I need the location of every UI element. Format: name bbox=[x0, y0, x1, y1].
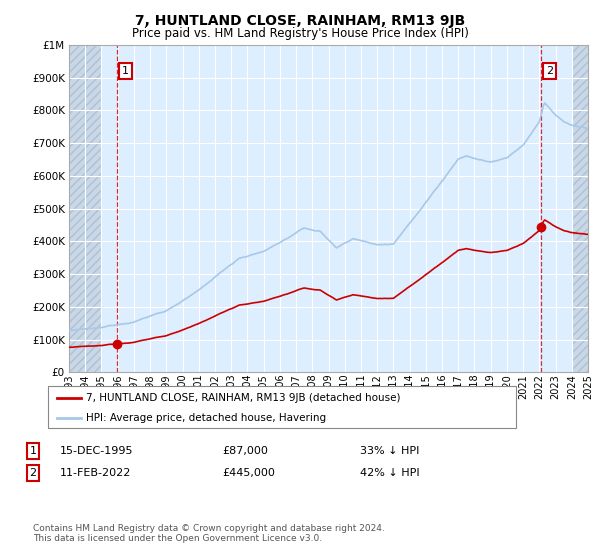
Text: 1: 1 bbox=[29, 446, 37, 456]
Text: 33% ↓ HPI: 33% ↓ HPI bbox=[360, 446, 419, 456]
Text: 7, HUNTLAND CLOSE, RAINHAM, RM13 9JB: 7, HUNTLAND CLOSE, RAINHAM, RM13 9JB bbox=[135, 14, 465, 28]
Text: HPI: Average price, detached house, Havering: HPI: Average price, detached house, Have… bbox=[86, 413, 326, 423]
Text: 15-DEC-1995: 15-DEC-1995 bbox=[60, 446, 133, 456]
Text: Price paid vs. HM Land Registry's House Price Index (HPI): Price paid vs. HM Land Registry's House … bbox=[131, 27, 469, 40]
Text: 2: 2 bbox=[29, 468, 37, 478]
Text: 7, HUNTLAND CLOSE, RAINHAM, RM13 9JB (detached house): 7, HUNTLAND CLOSE, RAINHAM, RM13 9JB (de… bbox=[86, 393, 400, 403]
Text: £87,000: £87,000 bbox=[222, 446, 268, 456]
Text: 42% ↓ HPI: 42% ↓ HPI bbox=[360, 468, 419, 478]
Text: Contains HM Land Registry data © Crown copyright and database right 2024.
This d: Contains HM Land Registry data © Crown c… bbox=[33, 524, 385, 543]
Text: 2: 2 bbox=[546, 66, 553, 76]
Bar bbox=[69, 45, 101, 372]
Bar bbox=[572, 45, 588, 372]
Text: £445,000: £445,000 bbox=[222, 468, 275, 478]
Text: 11-FEB-2022: 11-FEB-2022 bbox=[60, 468, 131, 478]
Text: 1: 1 bbox=[122, 66, 129, 76]
